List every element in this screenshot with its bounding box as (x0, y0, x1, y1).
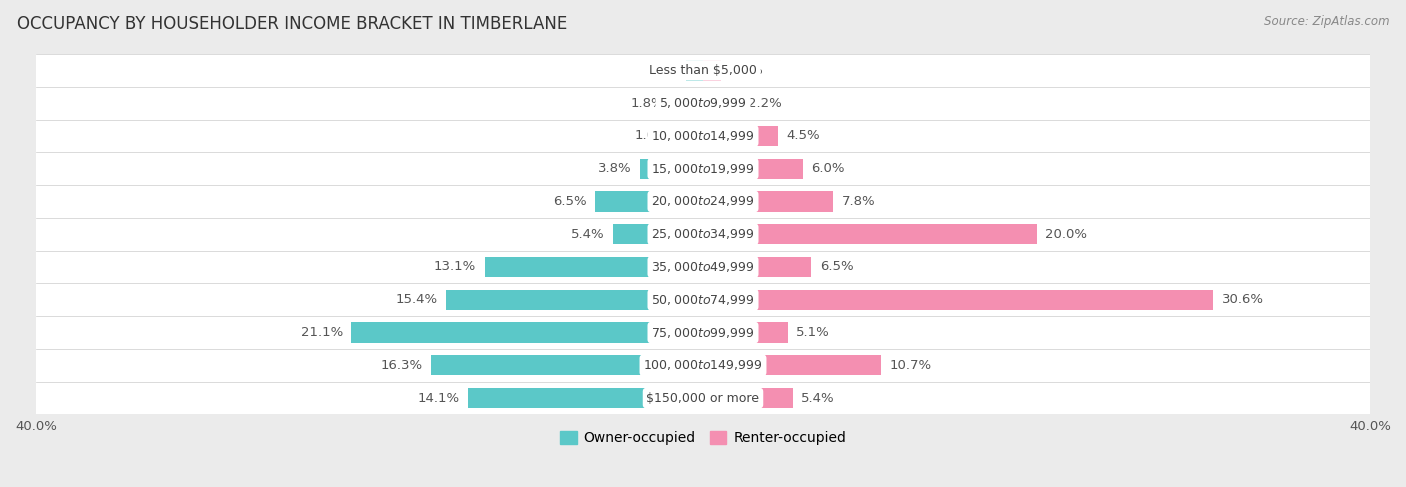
Text: $10,000 to $14,999: $10,000 to $14,999 (651, 129, 755, 143)
Bar (673, 93, 703, 113)
FancyBboxPatch shape (37, 119, 1369, 152)
Text: $150,000 or more: $150,000 or more (647, 392, 759, 405)
Bar (703, 322, 787, 343)
Text: 5.4%: 5.4% (801, 392, 835, 405)
FancyBboxPatch shape (37, 251, 1369, 283)
Bar (703, 388, 793, 408)
Text: 6.5%: 6.5% (553, 195, 586, 208)
Text: 1.8%: 1.8% (631, 96, 665, 110)
Legend: Owner-occupied, Renter-occupied: Owner-occupied, Renter-occupied (554, 426, 852, 451)
Text: $35,000 to $49,999: $35,000 to $49,999 (651, 260, 755, 274)
Text: Source: ZipAtlas.com: Source: ZipAtlas.com (1264, 15, 1389, 28)
Text: $20,000 to $24,999: $20,000 to $24,999 (651, 194, 755, 208)
Text: 3.8%: 3.8% (598, 162, 631, 175)
Bar (703, 93, 740, 113)
Bar (432, 355, 703, 375)
Text: $25,000 to $34,999: $25,000 to $34,999 (651, 227, 755, 241)
Text: 5.4%: 5.4% (571, 228, 605, 241)
FancyBboxPatch shape (37, 152, 1369, 185)
Bar (686, 60, 703, 80)
FancyBboxPatch shape (37, 54, 1369, 87)
FancyBboxPatch shape (37, 185, 1369, 218)
Bar (703, 290, 1213, 310)
FancyBboxPatch shape (37, 87, 1369, 119)
Text: 4.5%: 4.5% (786, 130, 820, 142)
Bar (595, 191, 703, 211)
Bar (703, 60, 721, 80)
Text: 6.5%: 6.5% (820, 261, 853, 274)
Bar (703, 355, 882, 375)
Bar (446, 290, 703, 310)
Text: 2.2%: 2.2% (748, 96, 782, 110)
Bar (485, 257, 703, 277)
Text: $75,000 to $99,999: $75,000 to $99,999 (651, 325, 755, 339)
Text: $5,000 to $9,999: $5,000 to $9,999 (659, 96, 747, 110)
Bar (468, 388, 703, 408)
Text: 20.0%: 20.0% (1045, 228, 1087, 241)
Text: 1.1%: 1.1% (730, 64, 763, 77)
Text: 30.6%: 30.6% (1222, 293, 1264, 306)
Bar (640, 158, 703, 179)
Text: 5.1%: 5.1% (796, 326, 830, 339)
Text: 1.0%: 1.0% (644, 64, 678, 77)
Bar (676, 126, 703, 146)
Bar (703, 158, 803, 179)
Text: Less than $5,000: Less than $5,000 (650, 64, 756, 77)
Text: 16.3%: 16.3% (381, 359, 423, 372)
Text: 14.1%: 14.1% (418, 392, 460, 405)
FancyBboxPatch shape (37, 349, 1369, 382)
Text: $50,000 to $74,999: $50,000 to $74,999 (651, 293, 755, 307)
Text: $15,000 to $19,999: $15,000 to $19,999 (651, 162, 755, 176)
Bar (703, 257, 811, 277)
Text: $100,000 to $149,999: $100,000 to $149,999 (644, 358, 762, 372)
Text: OCCUPANCY BY HOUSEHOLDER INCOME BRACKET IN TIMBERLANE: OCCUPANCY BY HOUSEHOLDER INCOME BRACKET … (17, 15, 567, 33)
Text: 13.1%: 13.1% (434, 261, 477, 274)
FancyBboxPatch shape (37, 218, 1369, 251)
Bar (613, 224, 703, 244)
Bar (703, 224, 1036, 244)
FancyBboxPatch shape (37, 283, 1369, 316)
Text: 7.8%: 7.8% (841, 195, 875, 208)
FancyBboxPatch shape (37, 316, 1369, 349)
Text: 10.7%: 10.7% (890, 359, 932, 372)
FancyBboxPatch shape (37, 382, 1369, 414)
Text: 21.1%: 21.1% (301, 326, 343, 339)
Bar (352, 322, 703, 343)
Bar (703, 191, 834, 211)
Text: 6.0%: 6.0% (811, 162, 845, 175)
Text: 1.6%: 1.6% (634, 130, 668, 142)
Bar (703, 126, 778, 146)
Text: 15.4%: 15.4% (395, 293, 437, 306)
